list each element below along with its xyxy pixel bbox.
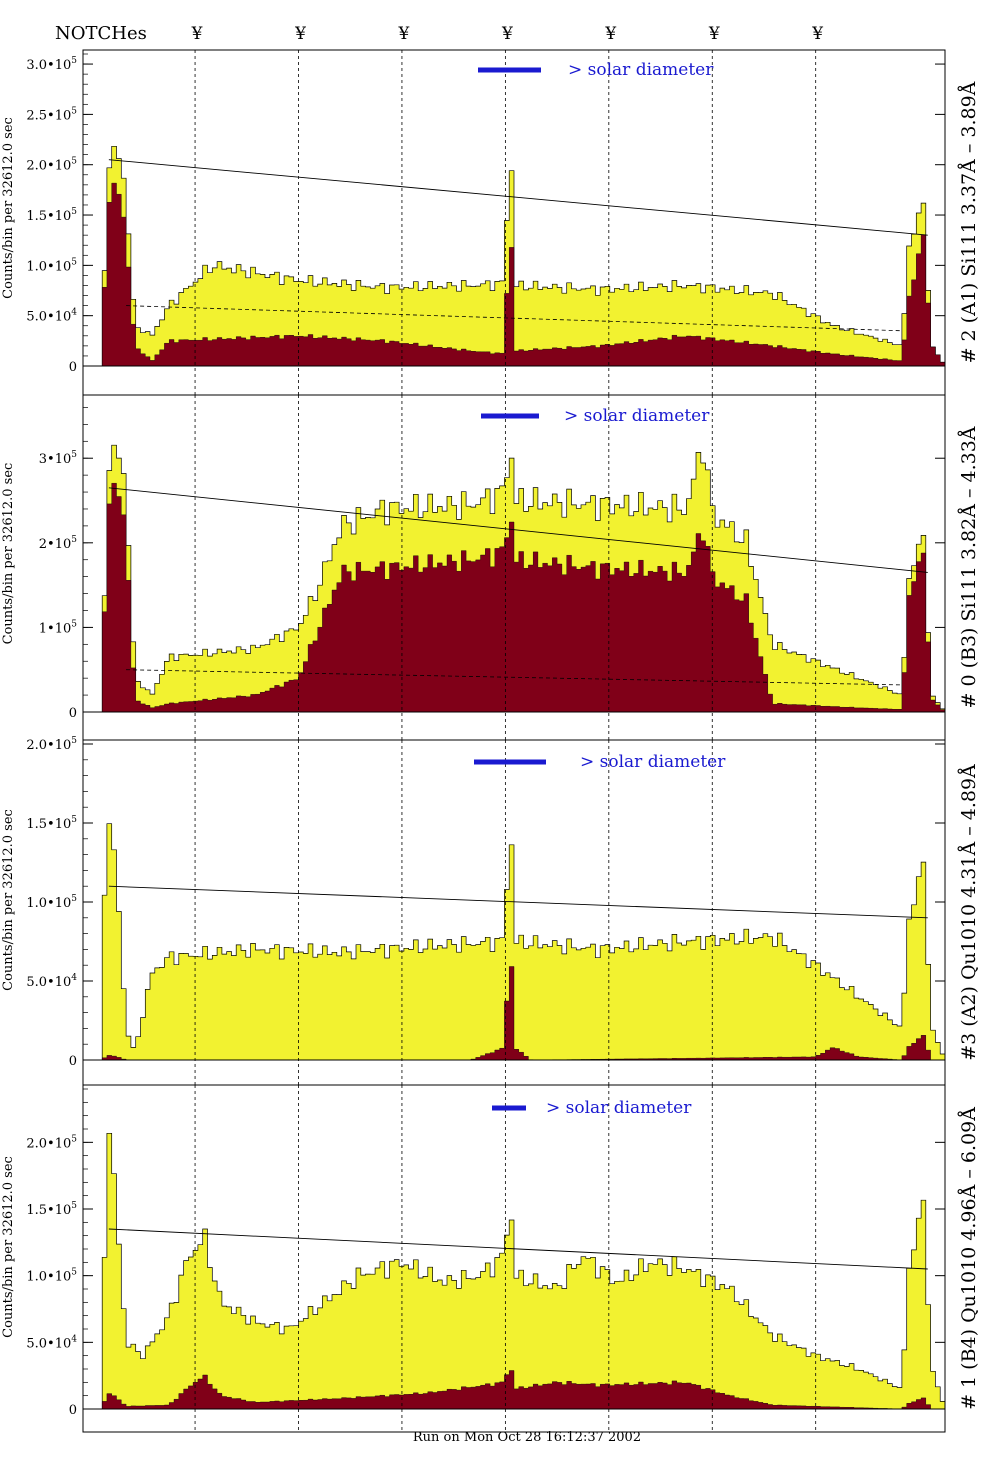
y-tick-label: 0	[69, 1054, 77, 1069]
series-partial	[83, 483, 946, 713]
y-tick-label: 1.0•105	[26, 257, 77, 274]
notch-symbol-1: ¥	[191, 24, 203, 44]
y-tick-label: 2.5•105	[26, 106, 77, 123]
solar-diameter-label: > solar diameter	[568, 60, 714, 80]
reference-line	[108, 487, 928, 573]
solar-diameter-label: > solar diameter	[564, 406, 710, 426]
series-partial	[83, 1370, 945, 1410]
y-tick-label: 2.0•105	[26, 736, 77, 753]
y-tick-label: 1.0•105	[26, 1268, 77, 1285]
panel-3: 0 5.0•104 1.0•105 1.5•105 2.0•105 Counts/bin …	[1, 736, 980, 1086]
y-axis-label: Counts/bin per 32612.0 sec	[1, 463, 16, 645]
panel-title: # 1 (B4) Qu1010 4.96Å – 6.09Å	[958, 1107, 980, 1410]
y-tick-label: 2.0•105	[26, 157, 77, 174]
notch-symbol-4: ¥	[501, 24, 513, 44]
y-tick-label: 1.5•105	[26, 815, 77, 832]
series-total	[83, 1132, 946, 1410]
series-partial	[83, 182, 946, 367]
panel-4: 0 5.0•104 1.0•105 1.5•105 2.0•105 Counts/bin …	[1, 1084, 980, 1433]
y-tick-label: 3.0•105	[26, 56, 77, 73]
notch-row: NOTCHes ¥ ¥ ¥ ¥ ¥ ¥ ¥	[55, 23, 823, 44]
y-axis-label: Counts/bin per 32612.0 sec	[1, 117, 16, 299]
notch-symbol-2: ¥	[294, 24, 306, 44]
notch-symbol-3: ¥	[398, 24, 410, 44]
y-tick-label: 3•105	[39, 450, 77, 467]
panel-1: 0 5.0•104 1.0•105 1.5•105 2.0•105 2.5•105 3.0•…	[1, 49, 980, 396]
solar-diameter-label: > solar diameter	[580, 752, 726, 772]
panel-2: 0 1•105 2•105 3•105 Counts/bin per 32612.0 s…	[1, 394, 980, 741]
mean-dashed-line	[126, 305, 902, 332]
y-tick-label: 0	[69, 360, 77, 375]
y-tick-label: 5.0•104	[26, 973, 77, 990]
y-tick-label: 1•105	[39, 619, 77, 636]
y-tick-label: 0	[69, 1403, 77, 1418]
reference-line	[108, 1228, 928, 1270]
notch-symbol-6: ¥	[708, 24, 720, 44]
notch-label: NOTCHes	[55, 23, 147, 44]
y-tick-label: 2•105	[39, 535, 77, 552]
reference-line	[108, 159, 928, 236]
y-tick-label: 1.5•105	[26, 1201, 77, 1218]
panel-title: # 0 (B3) Si111 3.82Å – 4.33Å	[958, 426, 980, 708]
panel-title: # 2 (A1) Si111 3.37Å – 3.89Å	[958, 81, 980, 363]
notch-symbol-7: ¥	[811, 24, 823, 44]
mean-dashed-line	[126, 669, 902, 686]
y-tick-label: 0	[69, 706, 77, 721]
run-footer: Run on Mon Oct 28 16:12:37 2002	[413, 1430, 641, 1445]
panels: 0 5.0•104 1.0•105 1.5•105 2.0•105 2.5•105 3.0•…	[1, 49, 980, 1433]
solar-diameter-label: > solar diameter	[546, 1098, 692, 1118]
y-tick-label: 5.0•104	[26, 308, 77, 325]
y-tick-label: 1.0•105	[26, 894, 77, 911]
y-tick-label: 1.5•105	[26, 207, 77, 224]
notch-symbol-5: ¥	[604, 24, 616, 44]
plot-frame	[82, 1084, 946, 1433]
y-axis-label: Counts/bin per 32612.0 sec	[1, 809, 16, 991]
y-tick-label: 5.0•104	[26, 1334, 77, 1351]
reference-line	[108, 885, 928, 919]
y-axis-label: Counts/bin per 32612.0 sec	[1, 1156, 16, 1338]
panel-title: #3 (A2) Qu1010 4.31Å – 4.89Å	[958, 764, 980, 1061]
y-tick-label: 2.0•105	[26, 1134, 77, 1151]
